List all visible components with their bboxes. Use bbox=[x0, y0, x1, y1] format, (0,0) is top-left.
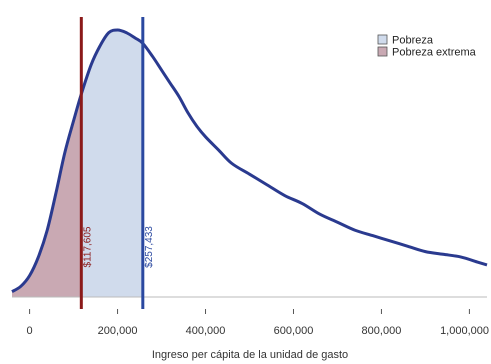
x-tick-label: 800,000 bbox=[362, 325, 402, 337]
threshold-labels: $117,605 $257,433 bbox=[82, 226, 154, 268]
legend-item-pobreza: Pobreza bbox=[392, 35, 434, 47]
x-tick-label: 1,000,000 bbox=[440, 325, 489, 337]
density-curve-line bbox=[11, 28, 488, 293]
legend-swatch bbox=[377, 34, 388, 45]
threshold-label-pobreza: $257,433 bbox=[144, 226, 155, 268]
threshold-label-pobreza-extrema: $117,605 bbox=[82, 226, 93, 267]
x-tick-label: 200,000 bbox=[98, 325, 138, 337]
legend-swatch bbox=[377, 46, 388, 57]
x-tick-label: 0 bbox=[27, 325, 33, 337]
x-tick-label: 600,000 bbox=[274, 325, 314, 337]
legend-item-pobreza-extrema: Pobreza extrema bbox=[392, 47, 477, 59]
x-axis-title: Ingreso per cápita de la unidad de gasto bbox=[152, 349, 348, 361]
threshold-lines bbox=[79, 17, 145, 309]
x-axis: 0 200,000 400,000 600,000 800,000 1,000,000 bbox=[27, 309, 489, 337]
area-pobreza-extrema bbox=[12, 94, 82, 297]
x-tick-label: 400,000 bbox=[186, 325, 226, 337]
shaded-areas bbox=[12, 30, 143, 297]
